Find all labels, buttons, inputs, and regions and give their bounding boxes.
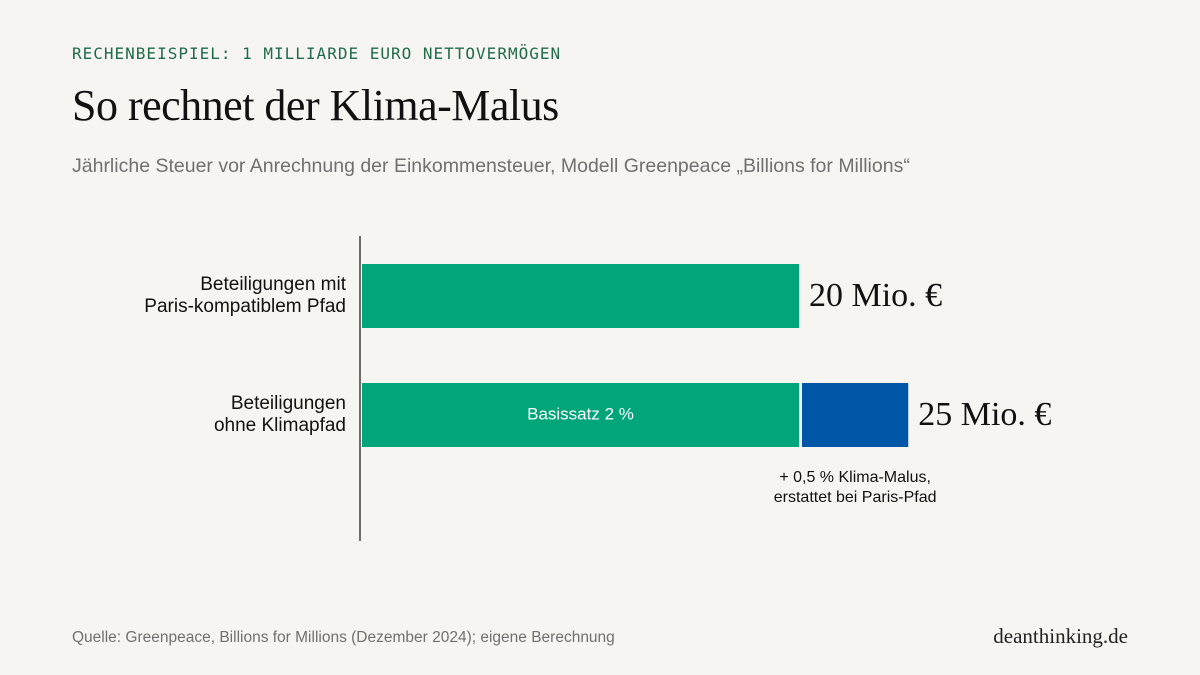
malus-annotation: erstattet bei Paris-Pfad: [774, 489, 937, 506]
bar-segment: [362, 383, 799, 447]
category-label: Paris-kompatiblem Pfad: [144, 296, 346, 317]
total-value-label: 25 Mio. €: [918, 396, 1051, 433]
brand-logo-text: deanthinking.de: [993, 624, 1128, 648]
malus-annotation: + 0,5 % Klima-Malus,: [779, 469, 931, 486]
chart-kicker: RECHENBEISPIEL: 1 MILLIARDE EURO NETTOVE…: [72, 44, 562, 63]
chart-title: So rechnet der Klima-Malus: [72, 81, 559, 130]
category-label: ohne Klimapfad: [214, 415, 346, 436]
bar-segment: [802, 383, 909, 447]
chart-subtitle: Jährliche Steuer vor Anrechnung der Eink…: [72, 155, 910, 177]
source-note: Quelle: Greenpeace, Billions for Million…: [72, 629, 615, 646]
category-label: Beteiligungen: [231, 393, 346, 414]
total-value-label: 20 Mio. €: [809, 277, 942, 314]
segment-label: Basissatz 2 %: [527, 404, 634, 423]
bar-segment: [362, 264, 799, 328]
category-label: Beteiligungen mit: [200, 274, 346, 295]
